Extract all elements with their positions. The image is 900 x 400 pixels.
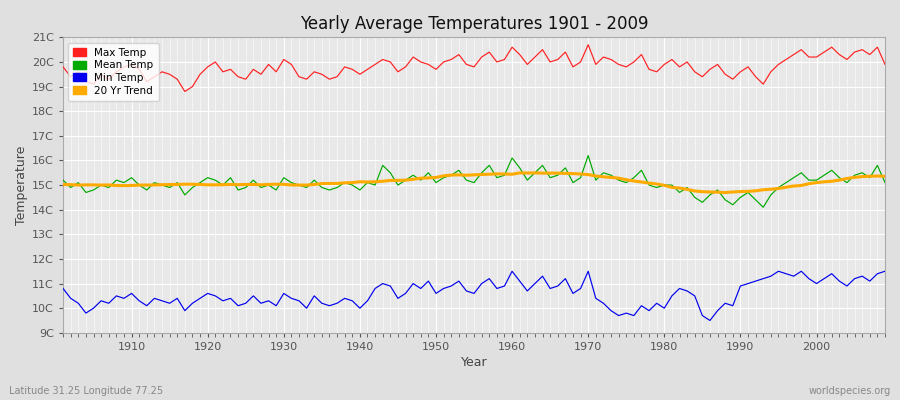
Legend: Max Temp, Mean Temp, Min Temp, 20 Yr Trend: Max Temp, Mean Temp, Min Temp, 20 Yr Tre…: [68, 42, 158, 101]
Text: Latitude 31.25 Longitude 77.25: Latitude 31.25 Longitude 77.25: [9, 386, 163, 396]
Title: Yearly Average Temperatures 1901 - 2009: Yearly Average Temperatures 1901 - 2009: [300, 15, 648, 33]
Y-axis label: Temperature: Temperature: [15, 145, 28, 225]
Text: worldspecies.org: worldspecies.org: [809, 386, 891, 396]
X-axis label: Year: Year: [461, 356, 487, 369]
